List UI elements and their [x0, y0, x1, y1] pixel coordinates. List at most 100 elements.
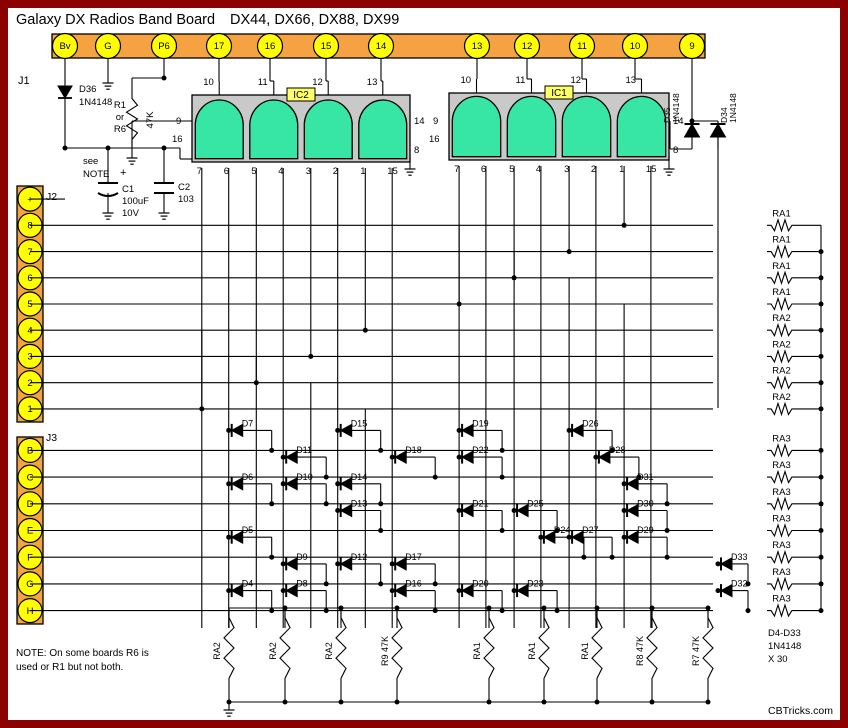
svg-text:6: 6	[27, 273, 32, 284]
svg-text:E: E	[27, 526, 33, 537]
svg-text:100uF: 100uF	[122, 196, 149, 207]
svg-text:R1: R1	[114, 100, 126, 111]
svg-text:16: 16	[172, 134, 183, 145]
svg-text:D5: D5	[242, 525, 254, 535]
svg-text:13: 13	[367, 77, 378, 88]
svg-text:D33: D33	[731, 552, 748, 562]
svg-text:7: 7	[27, 247, 32, 258]
svg-text:D15: D15	[351, 418, 368, 428]
svg-text:3: 3	[27, 352, 32, 363]
svg-text:D4-D33: D4-D33	[768, 628, 801, 639]
svg-text:D10: D10	[296, 472, 313, 482]
svg-text:14: 14	[414, 116, 425, 127]
svg-text:RA3: RA3	[772, 567, 790, 578]
svg-text:8: 8	[27, 221, 32, 232]
svg-text:10: 10	[203, 77, 214, 88]
svg-text:D28: D28	[609, 445, 626, 455]
svg-text:IC2: IC2	[293, 90, 309, 101]
svg-text:2: 2	[27, 378, 32, 389]
svg-text:R7 47K: R7 47K	[691, 636, 701, 666]
svg-text:12: 12	[571, 75, 582, 86]
svg-text:or: or	[116, 112, 124, 123]
svg-text:9: 9	[433, 116, 438, 127]
svg-text:10V: 10V	[122, 208, 140, 219]
svg-text:D12: D12	[351, 552, 368, 562]
svg-text:+: +	[120, 167, 126, 179]
svg-text:D11: D11	[296, 445, 312, 455]
svg-text:G: G	[104, 41, 111, 52]
svg-text:F: F	[27, 552, 33, 563]
svg-text:+: +	[27, 194, 33, 205]
svg-text:RA3: RA3	[772, 460, 790, 471]
svg-text:DX44, DX66, DX88, DX99: DX44, DX66, DX88, DX99	[230, 12, 399, 28]
svg-text:J2: J2	[46, 191, 57, 203]
svg-text:1N4148: 1N4148	[728, 93, 738, 123]
svg-text:RA2: RA2	[772, 313, 790, 324]
svg-text:D13: D13	[351, 499, 368, 509]
svg-text:D18: D18	[405, 445, 422, 455]
svg-text:X 30: X 30	[768, 654, 788, 665]
svg-text:IC1: IC1	[551, 88, 567, 99]
svg-text:1N4148: 1N4148	[768, 641, 801, 652]
svg-text:15: 15	[321, 41, 332, 52]
svg-text:D4: D4	[242, 579, 254, 589]
svg-text:RA1: RA1	[772, 208, 790, 219]
svg-text:used or R1 but not both.: used or R1 but not both.	[16, 662, 123, 673]
svg-text:16: 16	[429, 134, 440, 145]
svg-text:J1: J1	[18, 75, 30, 87]
svg-text:D36: D36	[79, 84, 96, 95]
svg-text:J3: J3	[46, 432, 57, 444]
svg-text:NOTE: NOTE	[83, 169, 109, 180]
svg-text:8: 8	[414, 145, 419, 156]
svg-text:D32: D32	[731, 579, 748, 589]
svg-text:RA1: RA1	[772, 261, 790, 272]
svg-text:1N4148: 1N4148	[79, 97, 112, 108]
svg-text:R8 47K: R8 47K	[635, 636, 645, 666]
svg-text:RA3: RA3	[772, 594, 790, 605]
svg-text:5: 5	[27, 299, 32, 310]
svg-text:D14: D14	[351, 472, 368, 482]
svg-text:RA2: RA2	[772, 339, 790, 350]
svg-text:RA2: RA2	[772, 366, 790, 377]
svg-text:G: G	[26, 579, 33, 590]
svg-text:H: H	[27, 606, 34, 617]
svg-text:RA1: RA1	[527, 642, 537, 660]
svg-text:R9 47K: R9 47K	[380, 636, 390, 666]
svg-text:103: 103	[178, 194, 194, 205]
svg-text:D8: D8	[296, 579, 308, 589]
svg-text:11: 11	[258, 77, 268, 88]
svg-text:CBTricks.com: CBTricks.com	[768, 705, 833, 717]
svg-text:10: 10	[461, 75, 472, 86]
svg-text:RA1: RA1	[772, 287, 790, 298]
svg-text:RA1: RA1	[772, 235, 790, 246]
svg-text:C2: C2	[178, 182, 190, 193]
svg-text:11: 11	[577, 41, 587, 52]
svg-text:9: 9	[689, 41, 694, 52]
svg-text:RA2: RA2	[212, 642, 222, 660]
svg-text:10: 10	[630, 41, 641, 52]
svg-text:NOTE: On some boards R6 is: NOTE: On some boards R6 is	[16, 648, 149, 659]
svg-text:4: 4	[27, 325, 32, 336]
svg-text:D6: D6	[242, 472, 254, 482]
svg-text:D: D	[27, 499, 34, 510]
svg-text:B: B	[27, 446, 33, 457]
svg-text:see: see	[83, 156, 98, 167]
svg-text:P6: P6	[158, 41, 170, 52]
svg-text:16: 16	[265, 41, 276, 52]
svg-text:RA1: RA1	[580, 642, 590, 660]
svg-text:RA1: RA1	[472, 642, 482, 660]
svg-text:47K: 47K	[145, 111, 156, 129]
svg-text:Galaxy DX Radios Band Board: Galaxy DX Radios Band Board	[16, 12, 215, 28]
svg-text:14: 14	[376, 41, 387, 52]
svg-text:C: C	[27, 472, 34, 483]
svg-text:12: 12	[312, 77, 323, 88]
svg-text:17: 17	[214, 41, 225, 52]
svg-text:R6: R6	[114, 124, 126, 135]
svg-text:D17: D17	[405, 552, 422, 562]
svg-text:D9: D9	[296, 552, 308, 562]
svg-text:13: 13	[472, 41, 483, 52]
svg-text:1: 1	[27, 404, 32, 415]
svg-text:RA2: RA2	[324, 642, 334, 660]
svg-text:RA3: RA3	[772, 540, 790, 551]
svg-text:D24: D24	[554, 525, 571, 535]
